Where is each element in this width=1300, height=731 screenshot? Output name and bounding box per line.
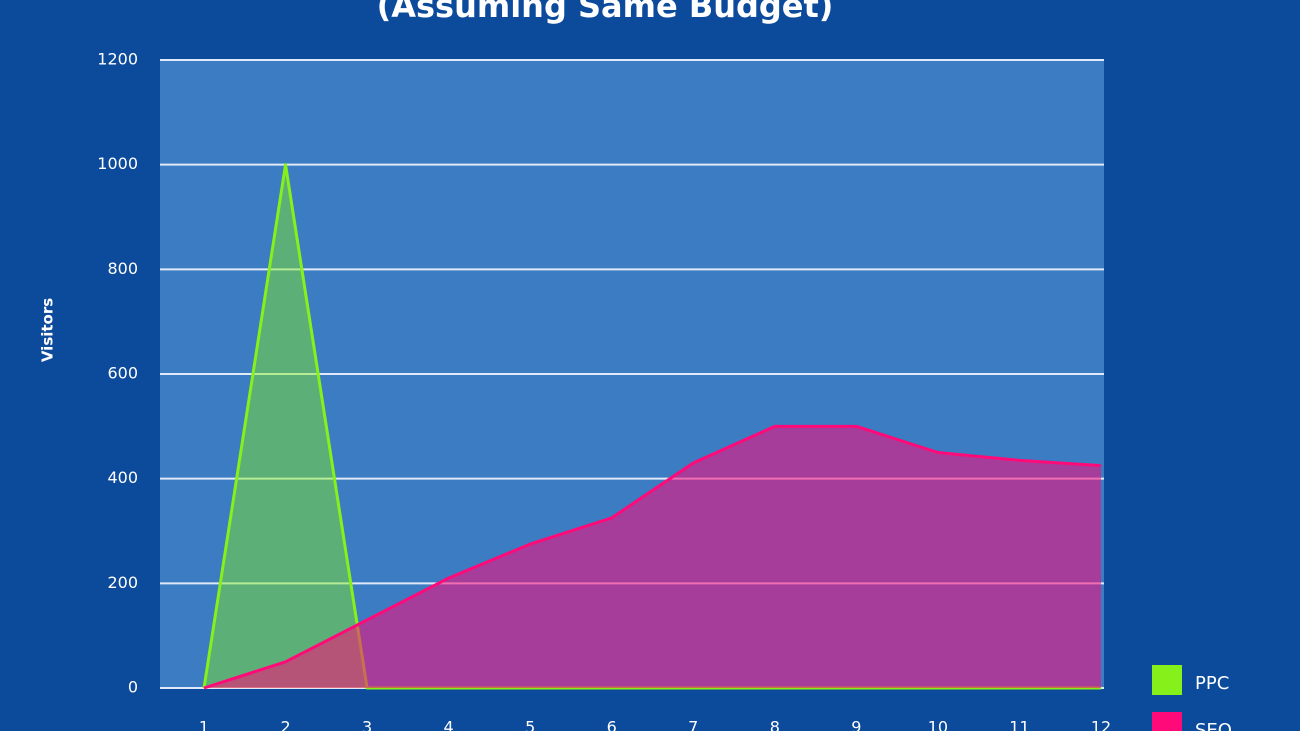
x-tick-label: 1 bbox=[199, 718, 209, 731]
x-tick-label: 8 bbox=[770, 718, 780, 731]
y-axis-title: Visitors bbox=[39, 298, 57, 362]
x-tick-label: 9 bbox=[851, 718, 861, 731]
legend-swatch bbox=[1152, 665, 1182, 695]
x-tick-label: 3 bbox=[362, 718, 372, 731]
x-tick-label: 10 bbox=[928, 718, 948, 731]
chart-title: (Assuming Same Budget) bbox=[377, 0, 834, 25]
legend-label: SEO bbox=[1195, 720, 1232, 731]
y-tick-label: 1000 bbox=[97, 154, 138, 173]
y-tick-label: 600 bbox=[107, 364, 138, 383]
x-tick-label: 4 bbox=[444, 718, 454, 731]
legend-label: PPC bbox=[1195, 673, 1229, 694]
series-line bbox=[203, 424, 1102, 690]
area-fill bbox=[204, 164, 1101, 688]
y-tick-label: 0 bbox=[128, 678, 138, 697]
y-tick-label: 800 bbox=[107, 259, 138, 278]
x-tick-label: 12 bbox=[1091, 718, 1111, 731]
y-tick-label: 200 bbox=[107, 573, 138, 592]
x-tick-label: 11 bbox=[1009, 718, 1029, 731]
area-fill bbox=[204, 426, 1101, 688]
y-tick-label: 400 bbox=[107, 468, 138, 487]
x-tick-label: 7 bbox=[688, 718, 698, 731]
x-tick-label: 6 bbox=[607, 718, 617, 731]
legend-swatch bbox=[1152, 712, 1182, 731]
x-tick-label: 2 bbox=[280, 718, 290, 731]
x-tick-label: 5 bbox=[525, 718, 535, 731]
y-tick-label: 1200 bbox=[97, 50, 138, 69]
